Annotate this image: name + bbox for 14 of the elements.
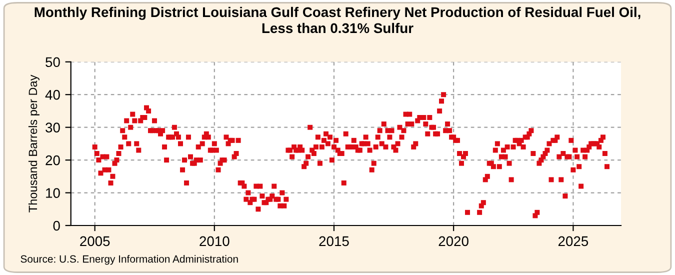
- y-axis-title: Thousand Barrels per Day: [28, 74, 40, 212]
- y-tick-label: 0: [53, 220, 60, 231]
- y-tick-label: 30: [46, 122, 60, 132]
- y-tick-label: 10: [46, 188, 60, 198]
- x-tick-label: 2020: [438, 236, 468, 246]
- x-tick-label: 2010: [200, 236, 230, 246]
- x-tick-label: 2025: [558, 236, 588, 246]
- chart-title: Monthly Refining District Louisiana Gulf Coast Refinery Net Production of Residual Fuel Oil, Less than 0.31% Sulfur: [34, 6, 640, 34]
- x-tick-label: 2005: [80, 236, 110, 246]
- x-tick-label: 2015: [319, 236, 349, 246]
- y-tick-label: 40: [45, 90, 60, 100]
- y-tick-label: 50: [46, 57, 60, 68]
- source-note: Source: U.S. Energy Information Administration: [20, 255, 238, 265]
- y-tick-label: 20: [46, 155, 60, 166]
